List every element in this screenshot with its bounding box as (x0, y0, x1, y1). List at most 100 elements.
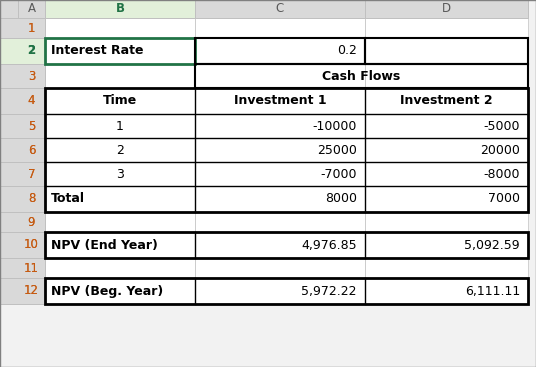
Bar (18, 0, 45, 18)
Text: NPV (Beg. Year): NPV (Beg. Year) (51, 284, 163, 298)
Bar (195, 232, 365, 258)
Bar (45, 186, 195, 212)
Bar (195, 0, 365, 18)
Bar (0, 232, 45, 258)
Bar (0, 88, 45, 114)
Bar (365, 212, 528, 232)
Text: Interest Rate: Interest Rate (51, 44, 144, 58)
Bar (195, 88, 365, 114)
Text: 2: 2 (27, 44, 35, 58)
Bar (365, 88, 528, 114)
Bar (0, 212, 45, 232)
Bar (365, 38, 528, 64)
Bar (45, 278, 195, 304)
Text: 11: 11 (24, 262, 39, 275)
Text: 2: 2 (27, 44, 35, 58)
Text: 7: 7 (28, 167, 35, 181)
Text: -7000: -7000 (321, 167, 357, 181)
Text: 8: 8 (28, 193, 35, 206)
Bar (0, 162, 45, 186)
Text: Cash Flows: Cash Flows (322, 69, 400, 83)
Text: 9: 9 (28, 215, 35, 229)
Text: 1: 1 (28, 22, 35, 34)
Text: C: C (276, 3, 284, 15)
Bar (0, 278, 45, 304)
Text: Investment 1: Investment 1 (234, 94, 326, 108)
Bar (195, 38, 365, 64)
Bar (195, 278, 365, 304)
Text: -5000: -5000 (483, 120, 520, 132)
Bar (0, 18, 45, 38)
Text: 11: 11 (24, 262, 39, 275)
Polygon shape (0, 0, 18, 18)
Bar (0, 258, 45, 278)
Text: -8000: -8000 (483, 167, 520, 181)
Bar (0, 38, 45, 64)
Bar (0, 162, 45, 186)
Bar (45, 212, 195, 232)
Bar (45, 64, 195, 88)
Bar (45, 0, 195, 18)
Bar (0, 114, 45, 138)
Bar (0, 114, 45, 138)
Text: 8: 8 (28, 193, 35, 206)
Bar (195, 138, 365, 162)
Bar (0, 278, 45, 304)
Text: 9: 9 (28, 215, 35, 229)
Text: 7000: 7000 (488, 193, 520, 206)
Text: 10: 10 (24, 239, 39, 251)
Bar (365, 278, 528, 304)
Bar (195, 64, 365, 88)
Bar (45, 114, 195, 138)
Text: 1: 1 (116, 120, 124, 132)
Bar (365, 258, 528, 278)
Text: 12: 12 (24, 284, 39, 298)
Text: 4: 4 (28, 94, 35, 108)
Bar (195, 186, 365, 212)
Bar (0, 138, 45, 162)
Text: 6,111.11: 6,111.11 (465, 284, 520, 298)
Bar (0, 0, 18, 18)
Text: 25000: 25000 (317, 143, 357, 156)
Bar (45, 162, 195, 186)
Text: B: B (115, 3, 124, 15)
Bar (0, 232, 45, 258)
Bar (45, 258, 195, 278)
Bar (45, 18, 195, 38)
Text: -10000: -10000 (312, 120, 357, 132)
Bar (0, 186, 45, 212)
Bar (45, 38, 195, 64)
Bar (0, 186, 45, 212)
Bar (365, 138, 528, 162)
Bar (195, 114, 365, 138)
Bar (45, 38, 195, 64)
Text: Total: Total (51, 193, 85, 206)
Bar (0, 38, 45, 64)
Bar (0, 212, 45, 232)
Bar (195, 38, 365, 64)
Text: 2: 2 (116, 143, 124, 156)
Bar (365, 186, 528, 212)
Text: 5: 5 (28, 120, 35, 132)
Bar (45, 278, 528, 304)
Bar (0, 0, 18, 18)
Text: 3: 3 (28, 69, 35, 83)
Bar (0, 18, 45, 38)
Bar (0, 88, 45, 114)
Bar (195, 162, 365, 186)
Bar (365, 64, 528, 88)
Bar (365, 38, 528, 64)
Bar (195, 258, 365, 278)
Text: 10: 10 (24, 239, 39, 251)
Text: 12: 12 (24, 284, 39, 298)
Bar (365, 162, 528, 186)
Text: NPV (End Year): NPV (End Year) (51, 239, 158, 251)
Text: 3: 3 (28, 69, 35, 83)
Text: 4,976.85: 4,976.85 (301, 239, 357, 251)
Text: 5: 5 (28, 120, 35, 132)
Bar (365, 114, 528, 138)
Bar (45, 88, 528, 212)
Bar (0, 258, 45, 278)
Bar (0, 138, 45, 162)
Text: 7: 7 (28, 167, 35, 181)
